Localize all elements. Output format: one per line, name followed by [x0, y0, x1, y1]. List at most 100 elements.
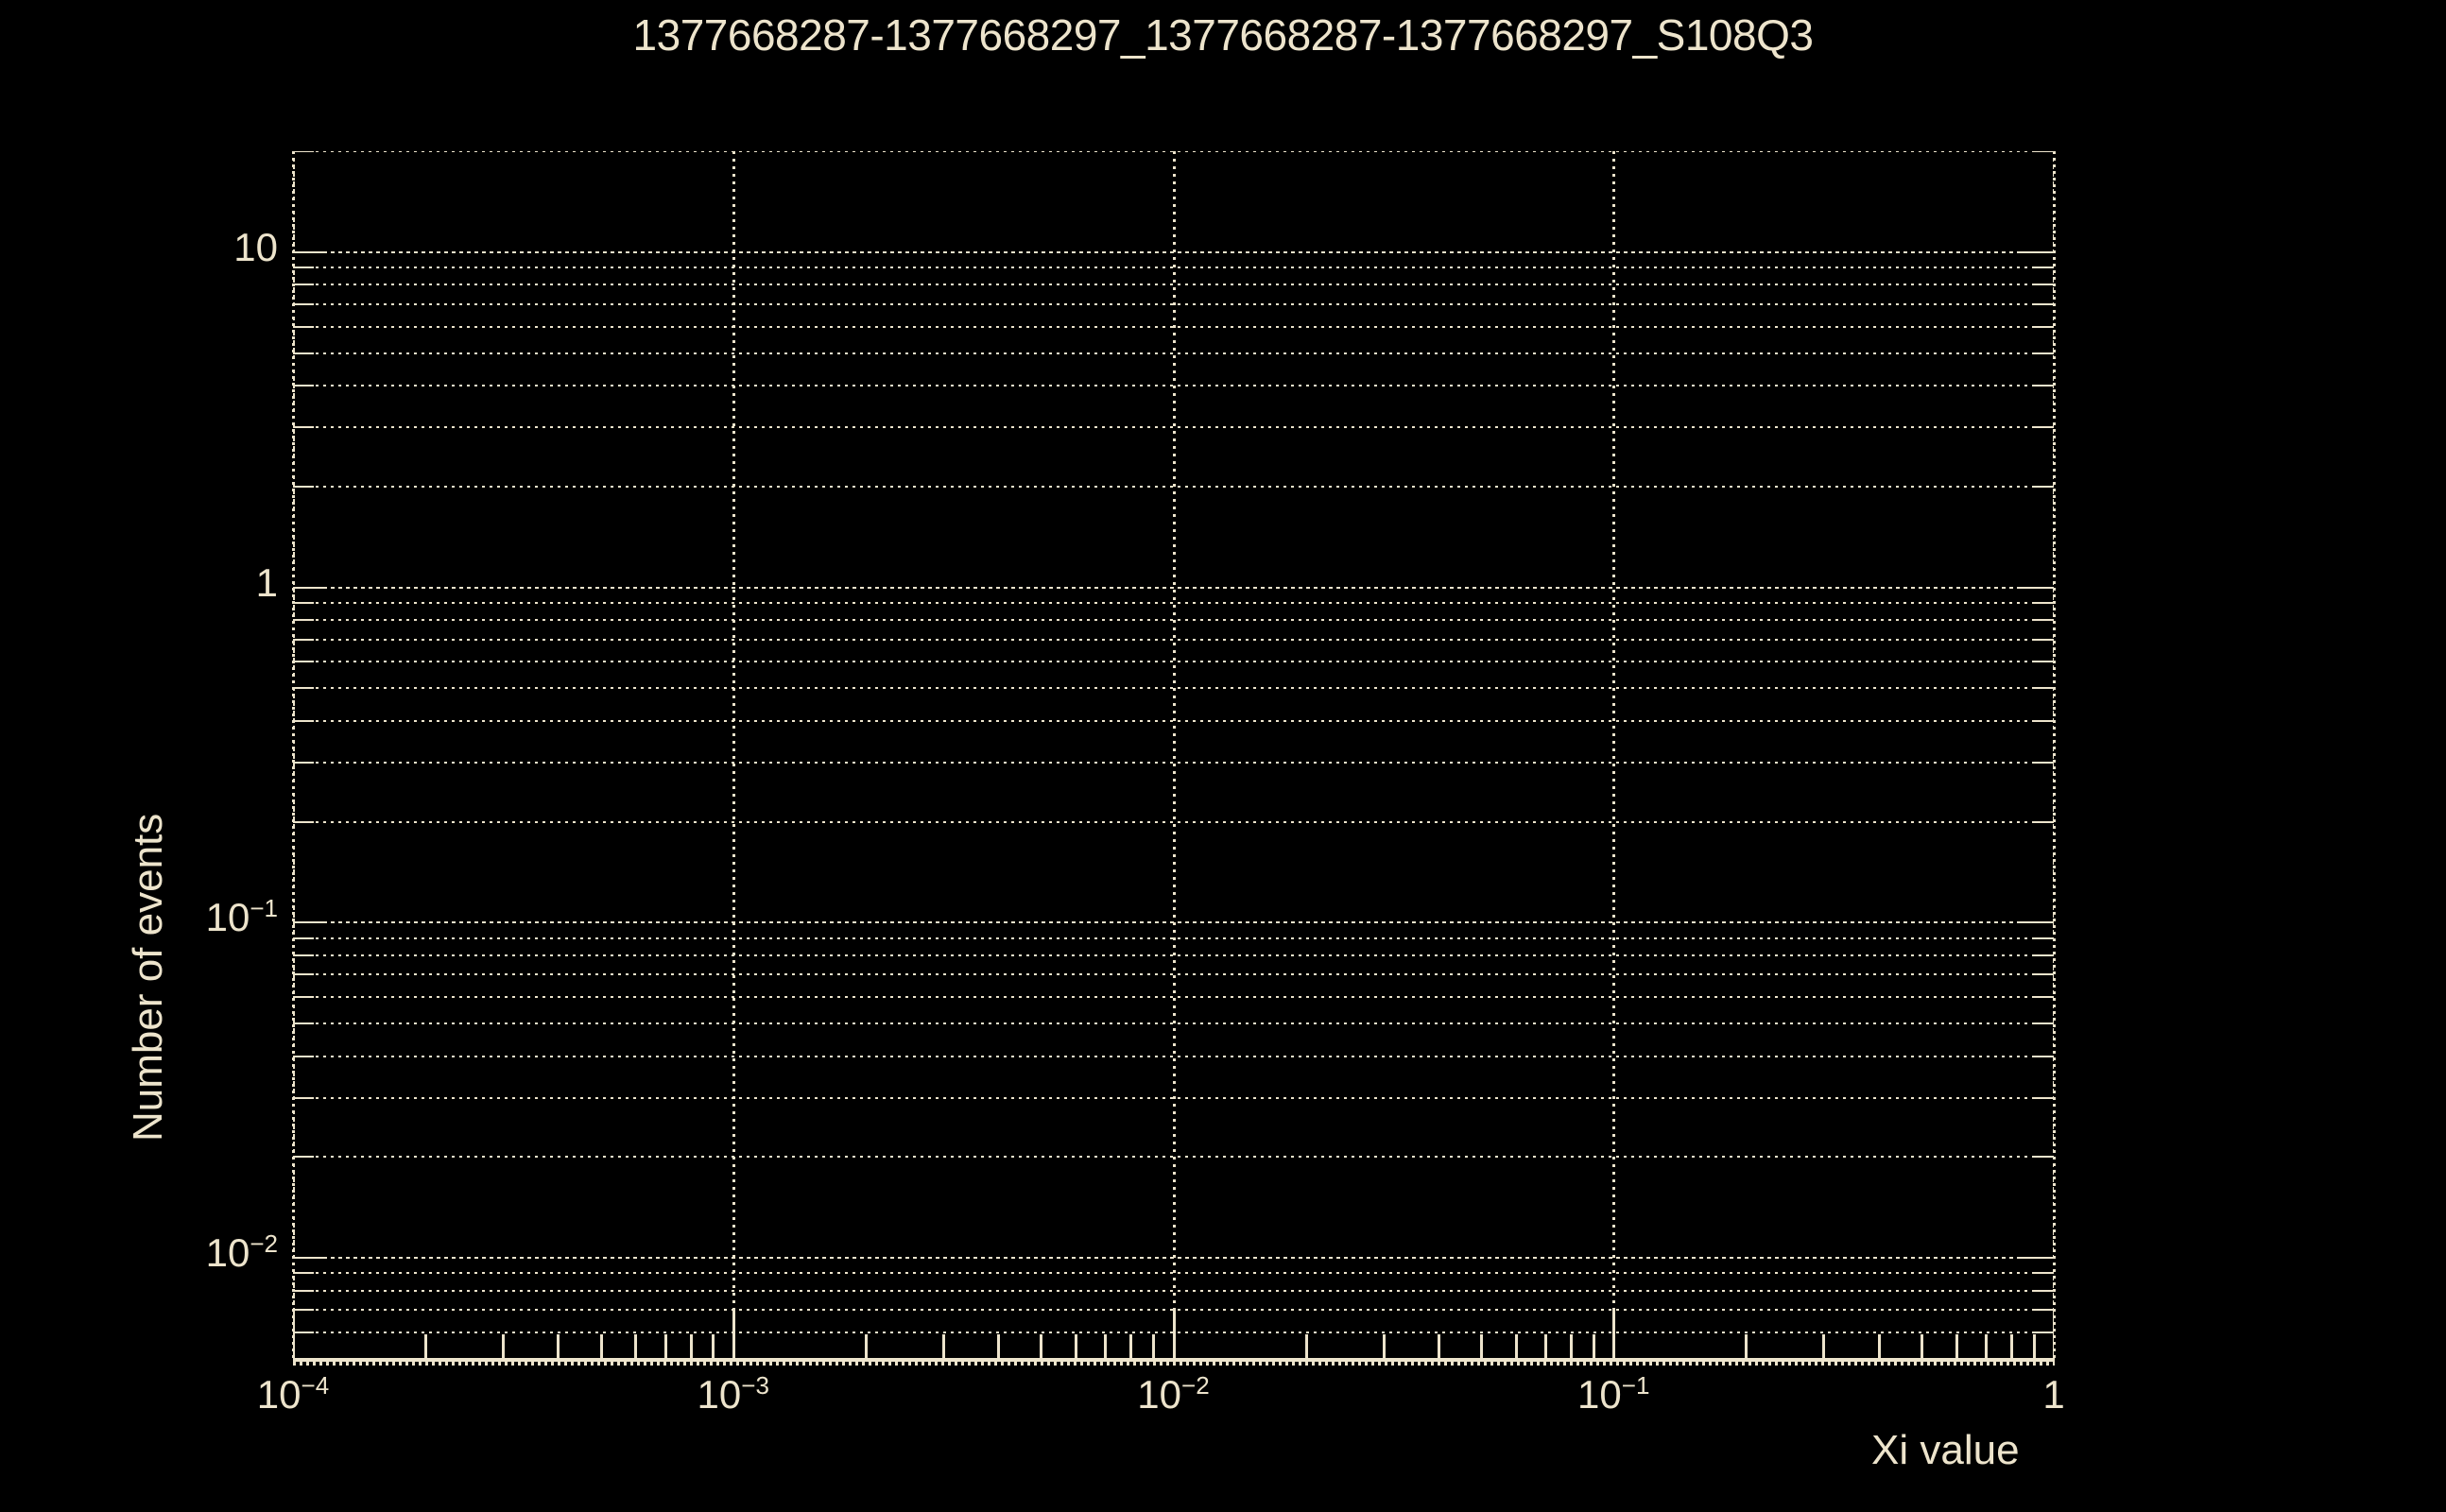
y-tick [293, 1309, 314, 1312]
x-tick [2009, 1334, 2013, 1359]
x-tick [1075, 1334, 1078, 1359]
x-tick [2032, 1334, 2036, 1359]
y-tick-right [2033, 973, 2054, 976]
x-tick [634, 1334, 638, 1359]
y-tick-right [2033, 1289, 2054, 1292]
y-tick [293, 661, 314, 663]
y-tick-right [2033, 1055, 2054, 1057]
y-tick-label: 1 [255, 559, 278, 605]
x-tick [1877, 1334, 1881, 1359]
y-tick-right [2020, 1257, 2054, 1260]
x-tick [1129, 1334, 1133, 1359]
y-tick [293, 1272, 314, 1275]
x-tick [1437, 1334, 1440, 1359]
x-tick [1920, 1334, 1923, 1359]
y-tick [293, 921, 327, 924]
y-tick [293, 1156, 314, 1159]
y-tick [293, 973, 314, 976]
y-tick [293, 1257, 327, 1260]
x-tick [1544, 1334, 1548, 1359]
x-tick-label: 1 [2042, 1372, 2065, 1417]
y-tick [293, 996, 314, 999]
x-axis-line [293, 1358, 2055, 1362]
x-tick-label: 10−3 [697, 1371, 769, 1417]
y-tick [293, 638, 314, 641]
x-tick [1822, 1334, 1826, 1359]
gridline-x-major [1172, 151, 1176, 1359]
y-tick [293, 302, 314, 305]
x-tick-label: 10−2 [1137, 1371, 1210, 1417]
x-tick [1955, 1334, 1958, 1359]
y-tick-right [2033, 996, 2054, 999]
y-tick-right [2020, 921, 2054, 924]
y-tick-label: 10 [233, 224, 278, 269]
x-tick [1172, 1310, 1176, 1359]
x-tick [1152, 1334, 1156, 1359]
x-tick [712, 1334, 715, 1359]
y-tick [293, 954, 314, 956]
x-tick [732, 1310, 735, 1359]
x-tick-label: 10−1 [1577, 1371, 1650, 1417]
x-tick [1104, 1334, 1108, 1359]
x-tick [1570, 1334, 1574, 1359]
y-tick-right [2033, 638, 2054, 641]
y-tick-right [2033, 1022, 2054, 1025]
y-tick-label: 10−2 [205, 1229, 278, 1276]
x-tick [1382, 1334, 1386, 1359]
x-tick [1040, 1334, 1043, 1359]
chart-title: 1377668287-1377668297_1377668287-1377668… [632, 10, 1814, 60]
y-tick [293, 1358, 314, 1359]
x-tick [1304, 1334, 1308, 1359]
y-tick [293, 384, 314, 387]
y-tick [293, 1055, 314, 1057]
y-tick-right [2033, 325, 2054, 328]
y-tick-right [2033, 687, 2054, 690]
x-tick [1745, 1334, 1748, 1359]
y-tick [293, 266, 314, 269]
y-tick [293, 1289, 314, 1292]
x-tick [424, 1334, 428, 1359]
plot-area [293, 151, 2054, 1359]
y-tick-right [2033, 384, 2054, 387]
y-tick-right [2020, 250, 2054, 253]
y-tick [293, 586, 327, 589]
y-tick-right [2033, 936, 2054, 939]
x-tick [557, 1334, 560, 1359]
x-tick [864, 1334, 868, 1359]
y-tick-right [2033, 302, 2054, 305]
y-tick [293, 485, 314, 488]
y-tick [293, 1096, 314, 1099]
y-tick-right [2033, 485, 2054, 488]
y-tick-right [2033, 426, 2054, 429]
y-tick [293, 936, 314, 939]
y-tick-right [2033, 352, 2054, 354]
y-tick-right [2033, 1096, 2054, 1099]
y-tick-right [2033, 601, 2054, 604]
y-tick [293, 687, 314, 690]
y-tick [293, 352, 314, 354]
x-tick [1984, 1334, 1988, 1359]
y-tick [293, 820, 314, 823]
y-tick [293, 426, 314, 429]
x-axis-title: Xi value [1871, 1427, 2020, 1473]
y-tick [293, 284, 314, 286]
x-tick [599, 1334, 603, 1359]
x-tick [1514, 1334, 1518, 1359]
x-tick [1612, 1310, 1616, 1359]
y-tick-right [2020, 586, 2054, 589]
x-tick [663, 1334, 667, 1359]
y-tick-right [2033, 1309, 2054, 1312]
y-tick-right [2033, 719, 2054, 722]
y-tick-right [2033, 762, 2054, 765]
x-tick [2053, 1310, 2054, 1359]
y-tick-right [2033, 151, 2054, 152]
y-tick-right [2033, 661, 2054, 663]
x-tick [293, 1310, 295, 1359]
y-tick [293, 151, 314, 152]
y-axis-line-right [2053, 151, 2056, 1362]
gridline-x-major [293, 151, 295, 1359]
y-tick-right [2033, 618, 2054, 621]
y-tick-right [2033, 820, 2054, 823]
y-axis-title: Number of events [125, 151, 172, 1359]
